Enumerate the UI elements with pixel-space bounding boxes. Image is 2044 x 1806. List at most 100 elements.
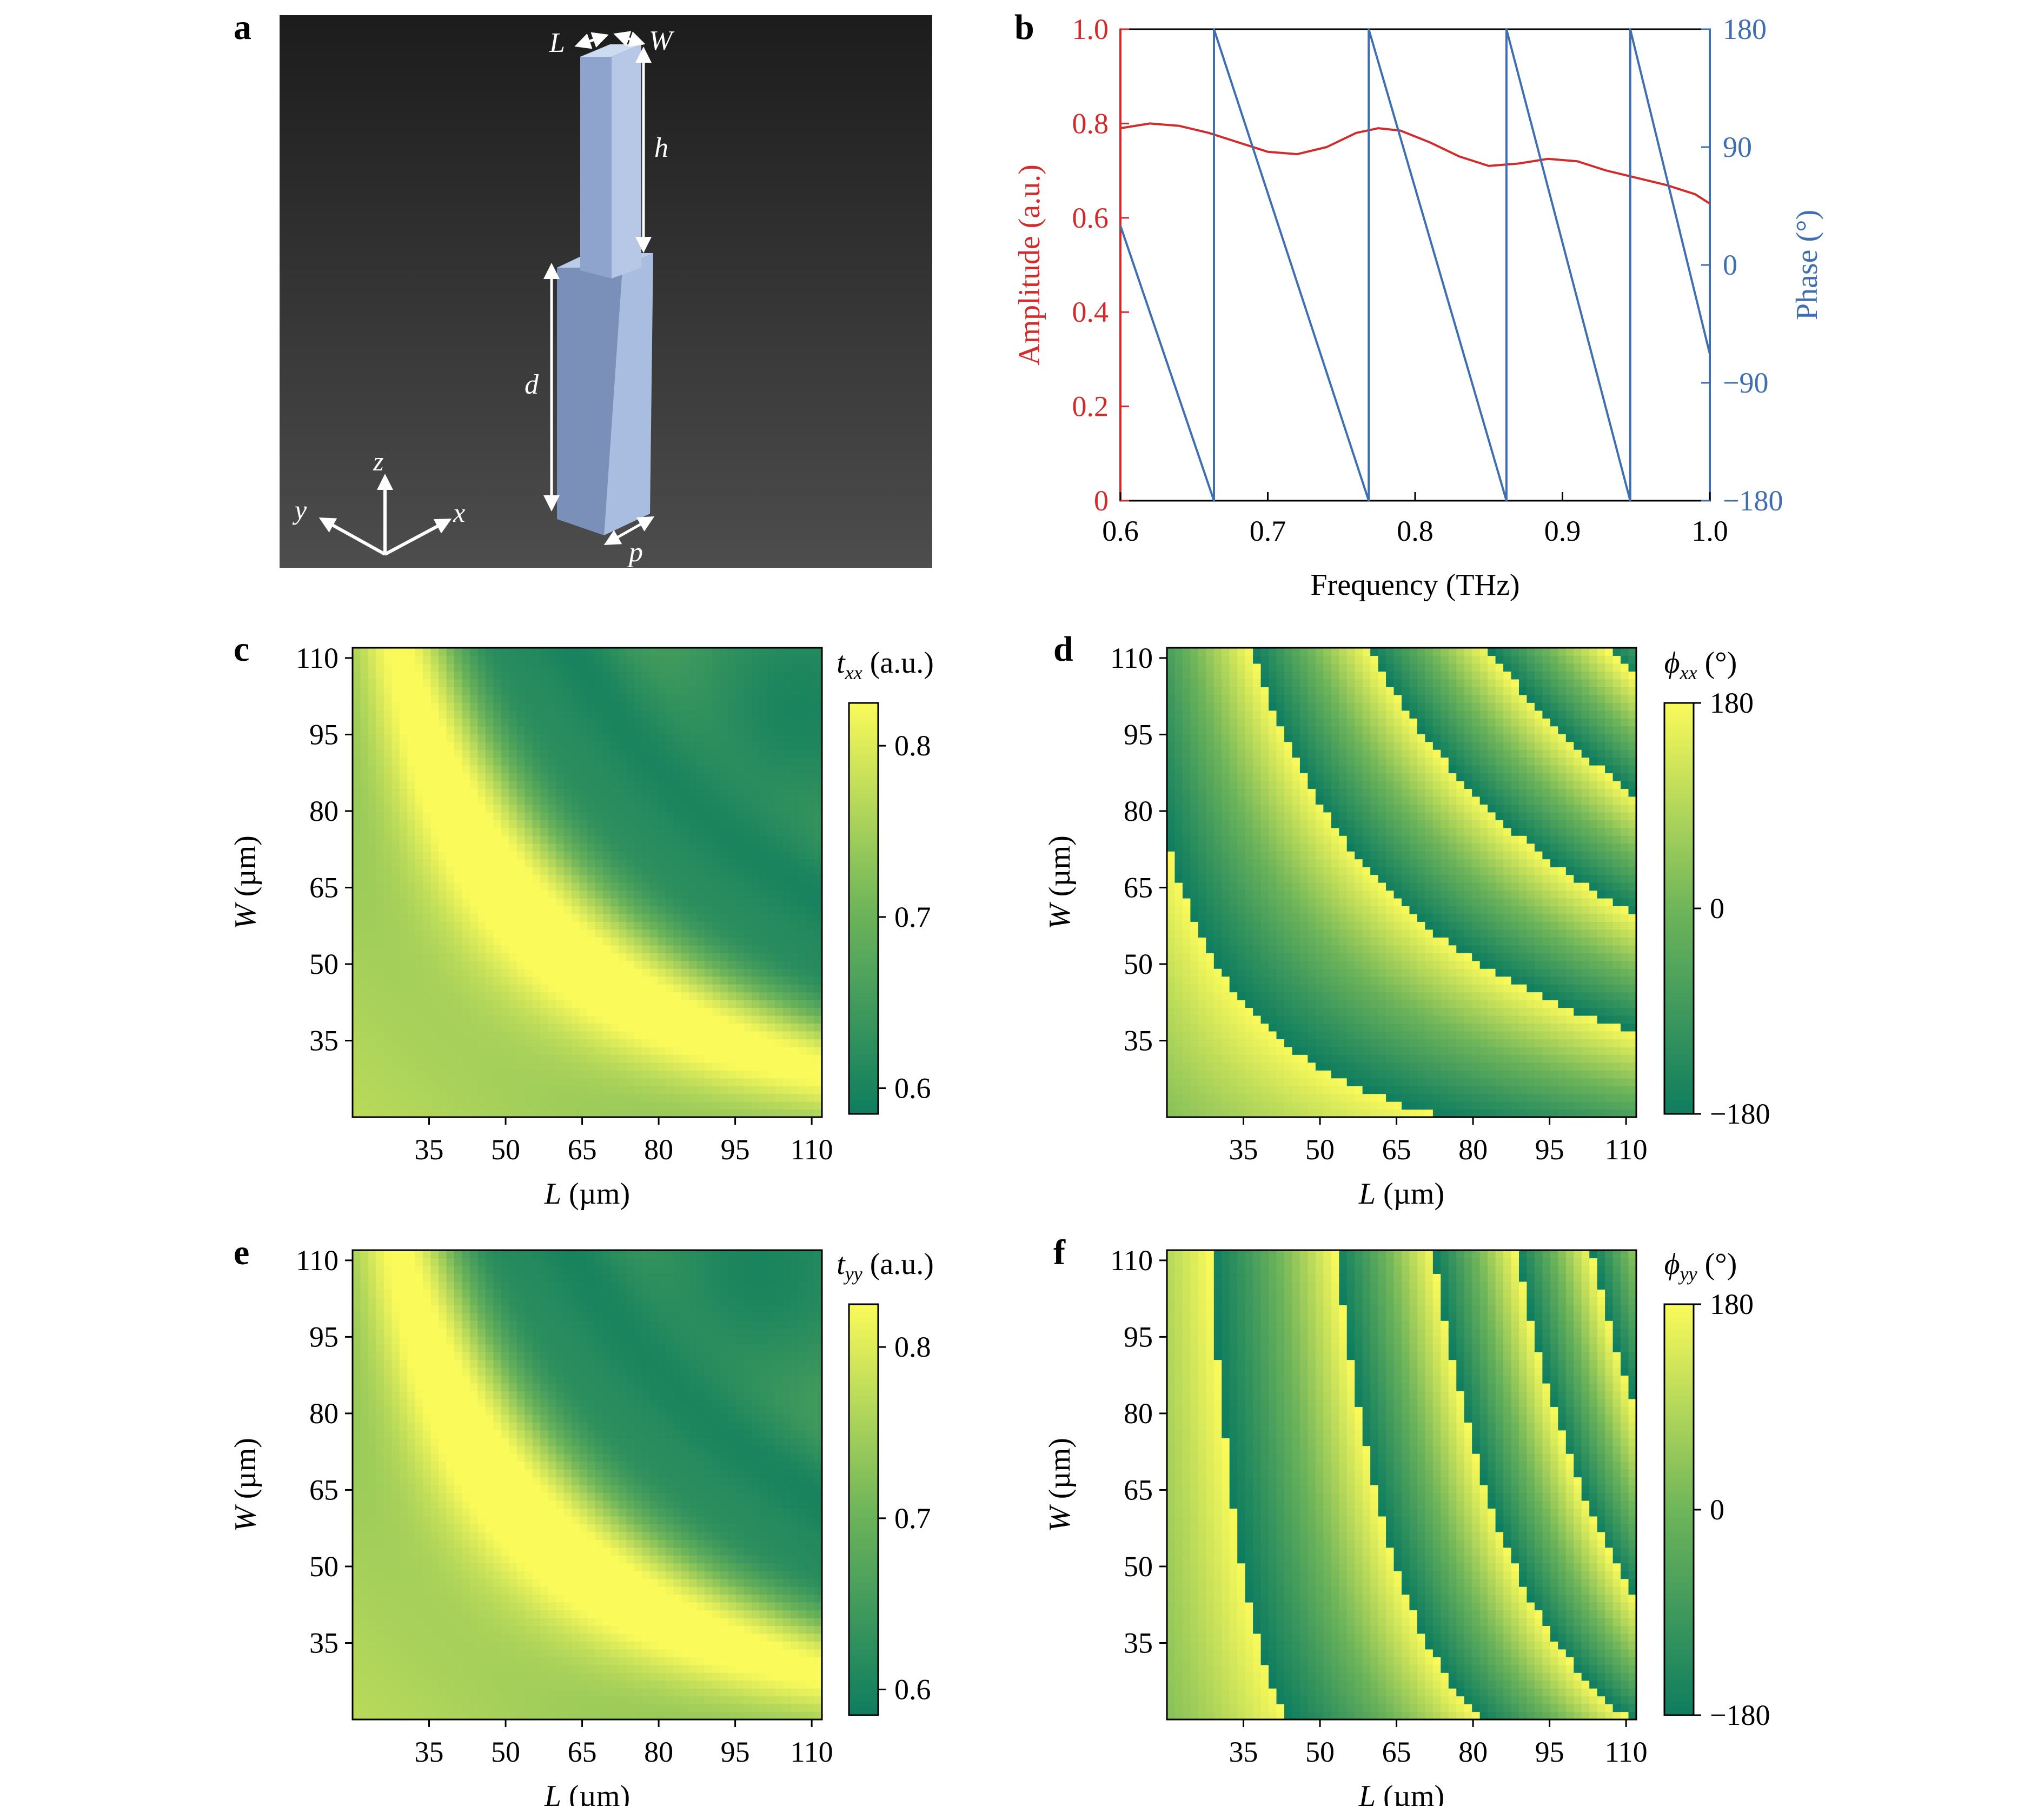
heatmap-cell [1213,1109,1222,1118]
heatmap-cell [470,929,479,938]
heatmap-cell [556,679,565,687]
heatmap-cell [1229,867,1238,875]
heatmap-cell [681,655,689,664]
heatmap-cell [360,820,369,828]
heatmap-cell [806,937,815,946]
heatmap-cell [579,937,588,946]
heatmap-cell [1308,1023,1316,1032]
heatmap-cell [1299,718,1308,727]
heatmap-cell [618,718,627,727]
heatmap-cell [759,1015,768,1024]
heatmap-cell [595,780,603,789]
heatmap-cell [673,655,682,664]
heatmap-cell [728,1086,736,1094]
heatmap-cell [563,820,572,828]
heatmap-cell [415,726,423,734]
heatmap-cell [376,898,384,906]
heatmap-cell [587,741,596,750]
heatmap-cell [814,1054,822,1063]
heatmap-cell [1198,984,1206,993]
heatmap-cell [1269,921,1277,930]
heatmap-cell [759,890,768,899]
heatmap-cell [579,655,588,664]
heatmap-cell [610,702,619,711]
heatmap-cell [1253,843,1262,852]
heatmap-cell [1213,937,1222,946]
heatmap-cell [525,734,533,742]
heatmap-cell [595,851,603,860]
heatmap-cell [1167,906,1176,914]
heatmap-cell [782,663,791,672]
heatmap-cell [1174,1093,1183,1102]
heatmap-cell [1182,765,1191,774]
heatmap-cell [1276,804,1285,813]
heatmap-cell [477,898,486,906]
heatmap-cell [493,992,502,1000]
heatmap-cell [579,992,588,1000]
heatmap-cell [751,851,760,860]
heatmap-cell [556,687,565,695]
heatmap-cell [1222,694,1230,703]
heatmap-cell [602,1007,611,1016]
y-axis-unit: (µm) [229,835,262,904]
heatmap-cell [353,765,361,774]
heatmap-cell [1190,882,1199,891]
heatmap-cell [798,937,807,946]
heatmap-cell [470,1007,479,1016]
heatmap-cell [477,1062,486,1071]
heatmap-cell [1182,773,1191,781]
heatmap-cell [1229,890,1238,899]
heatmap-cell [681,835,689,844]
heatmap-cell [1174,968,1183,977]
heatmap-cell [525,765,533,774]
heatmap-cell [430,726,439,734]
heatmap-cell [767,960,775,969]
heatmap-cell [548,648,556,656]
heatmap-cell [1284,921,1293,930]
heatmap-cell [1315,1062,1324,1071]
heatmap-cell [1276,648,1285,656]
heatmap-cell [470,1109,479,1118]
heatmap-cell [540,679,549,687]
heatmap-cell [649,1000,658,1008]
heatmap-cell [1260,718,1269,727]
heatmap-cell [1299,851,1308,860]
heatmap-cell [665,913,674,922]
heatmap-cell [775,921,784,930]
heatmap-cell [775,702,784,711]
heatmap-cell [696,984,705,993]
heatmap-cell [720,765,728,774]
heatmap-cell [595,1109,603,1118]
heatmap-cell [658,780,666,789]
heatmap-cell [814,874,822,883]
heatmap-cell [1292,1046,1300,1055]
heatmap-cell [423,765,432,774]
heatmap-cell [1229,937,1238,946]
heatmap-cell [446,671,455,680]
heatmap-cell [1190,1015,1199,1024]
heatmap-cell [1213,788,1222,797]
heatmap-cell [454,1015,463,1024]
heatmap-cell [493,929,502,938]
lower-block-front [557,268,622,535]
heatmap-cell [1174,702,1183,711]
heatmap-cell [493,648,502,656]
heatmap-cell [579,906,588,914]
heatmap-cell [556,968,565,977]
heatmap-cell [407,1093,416,1102]
heatmap-cell [509,1046,517,1055]
heatmap-cell [642,992,651,1000]
heatmap-cell [525,671,533,680]
heatmap-cell [415,671,423,680]
heatmap-cell [626,1054,635,1063]
heatmap-cell [720,655,728,664]
heatmap-cell [368,648,376,656]
heatmap-cell [1315,859,1324,867]
heatmap-cell [798,835,807,844]
heatmap-cell [610,671,619,680]
heatmap-cell [376,796,384,805]
heatmap-cell [391,1054,400,1063]
heatmap-cell [767,679,775,687]
heatmap-cell [563,984,572,993]
heatmap-cell [1284,953,1293,961]
